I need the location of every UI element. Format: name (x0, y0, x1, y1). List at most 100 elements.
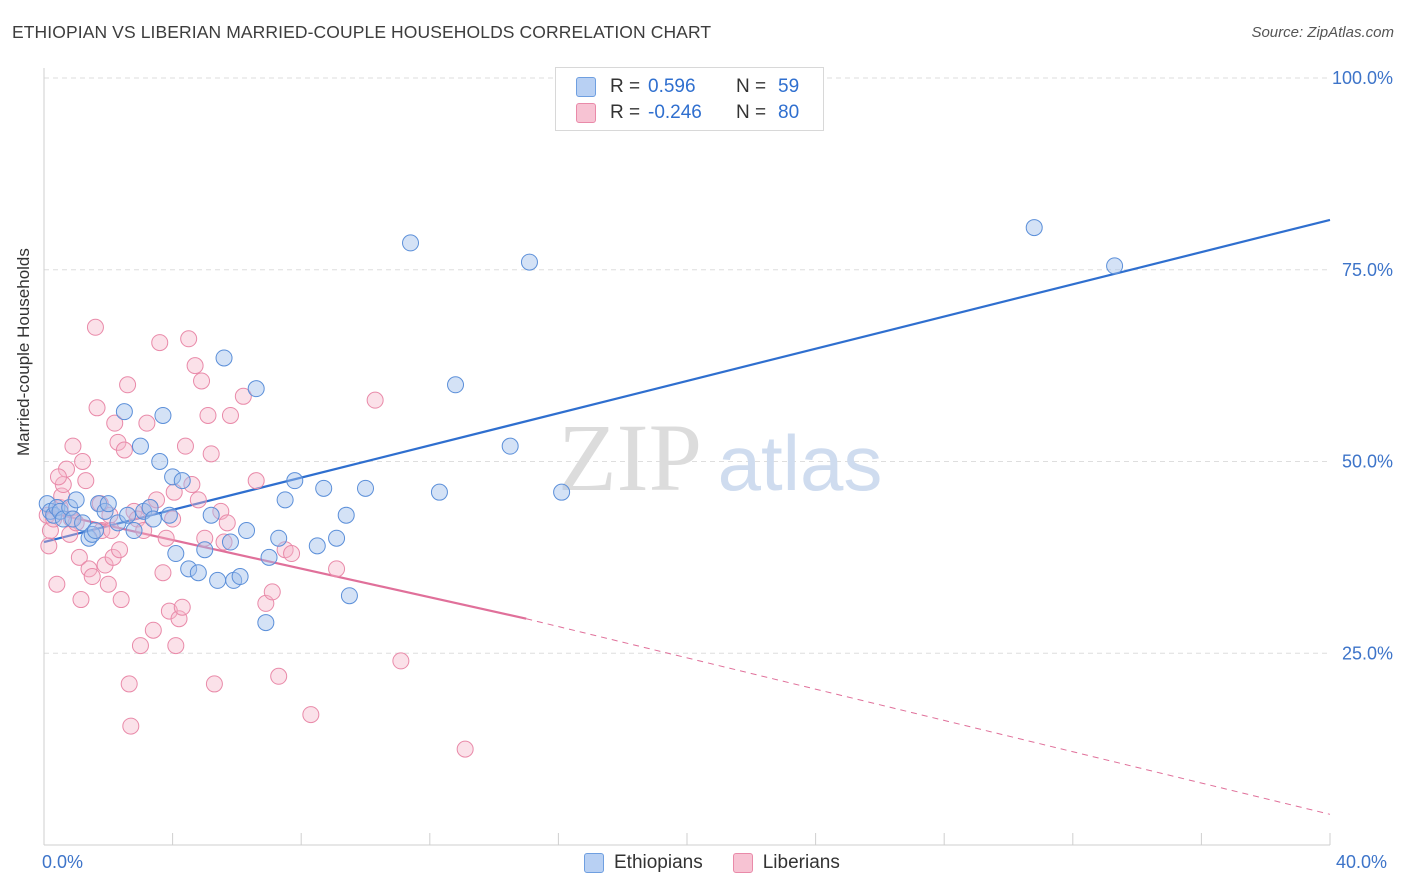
point-liberians (186, 357, 204, 375)
x-tick-max: 40.0% (1336, 852, 1388, 872)
point-ethiopians (221, 533, 239, 551)
legend-n-value: 59 (778, 76, 800, 97)
point-ethiopians (553, 483, 571, 501)
point-ethiopians (276, 491, 294, 509)
point-liberians (135, 522, 153, 540)
watermark-zip: ZIP (558, 404, 702, 511)
point-ethiopians (99, 495, 117, 513)
bottom-legend-liberians: Liberians (732, 852, 840, 874)
point-ethiopians (125, 522, 143, 540)
point-ethiopians (167, 545, 185, 563)
point-liberians (263, 583, 281, 601)
legend-row-ethiopians: R = 0.596 N = 59 (576, 74, 799, 100)
point-liberians (86, 318, 104, 336)
trend-line-liberians-extension (526, 618, 1331, 815)
point-liberians (93, 522, 111, 540)
point-ethiopians (430, 483, 448, 501)
point-liberians (183, 476, 201, 494)
bottom-legend: Ethiopians Liberians (584, 852, 870, 874)
point-ethiopians (260, 548, 278, 566)
point-liberians (456, 740, 474, 758)
point-liberians (120, 675, 138, 693)
bottom-legend-swatch-pink (732, 853, 753, 873)
legend-r-label: R = (610, 102, 641, 123)
bottom-legend-swatch-blue (584, 853, 604, 873)
point-liberians (151, 334, 169, 352)
point-ethiopians (308, 537, 326, 555)
point-ethiopians (286, 472, 304, 490)
point-liberians (270, 667, 288, 685)
legend-row-liberians: R = -0.246 N = 80 (576, 100, 799, 126)
point-liberians (77, 472, 95, 490)
y-tick-label: 100.0% (1332, 68, 1393, 88)
point-ethiopians (402, 234, 420, 252)
point-liberians (112, 591, 130, 609)
point-ethiopians (340, 587, 358, 605)
point-liberians (115, 441, 133, 459)
point-liberians (49, 468, 67, 486)
point-ethiopians (115, 403, 133, 421)
point-liberians (193, 372, 211, 390)
point-liberians (138, 414, 156, 432)
axes (43, 68, 1331, 846)
point-ethiopians (447, 376, 465, 394)
point-ethiopians (270, 529, 288, 547)
point-liberians (40, 537, 58, 555)
point-liberians (176, 437, 194, 455)
point-ethiopians (202, 506, 220, 524)
point-ethiopians (64, 510, 82, 528)
point-liberians (88, 399, 106, 417)
point-liberians (302, 706, 320, 724)
point-liberians (167, 637, 185, 655)
point-ethiopians (189, 564, 207, 582)
legend-r-value: 0.596 (648, 76, 696, 97)
point-liberians (64, 437, 82, 455)
legend-n-label: N = (736, 76, 767, 97)
point-liberians (99, 575, 117, 593)
point-liberians (215, 533, 233, 551)
point-liberians (111, 541, 129, 559)
point-liberians (131, 637, 149, 655)
point-ethiopians (131, 437, 149, 455)
y-tick-label: 25.0% (1342, 643, 1393, 663)
legend-r-value: -0.246 (648, 102, 702, 123)
point-liberians (165, 483, 183, 501)
point-liberians (202, 445, 220, 463)
point-ethiopians (257, 614, 275, 632)
point-liberians (122, 717, 140, 735)
point-ethiopians (328, 529, 346, 547)
y-tick-label: 75.0% (1342, 260, 1393, 280)
point-ethiopians (196, 541, 214, 559)
trend-lines (43, 218, 1331, 815)
watermark: ZIP atlas (558, 404, 882, 511)
point-liberians (70, 548, 88, 566)
point-liberians (180, 330, 198, 348)
point-ethiopians (86, 522, 104, 540)
point-ethiopians (247, 380, 265, 398)
legend: R = 0.596 N = 59 R = -0.246 N = 80 (555, 67, 824, 131)
point-ethiopians (501, 437, 519, 455)
point-liberians (154, 564, 172, 582)
point-ethiopians (1025, 219, 1043, 237)
point-liberians (218, 514, 236, 532)
x-tick-min: 0.0% (42, 852, 84, 872)
point-liberians (48, 575, 66, 593)
legend-r-label: R = (610, 76, 641, 97)
bottom-legend-label: Ethiopians (614, 852, 703, 873)
point-liberians (144, 621, 162, 639)
legend-n-label: N = (736, 102, 767, 123)
point-ethiopians (337, 506, 355, 524)
point-liberians (157, 529, 175, 547)
point-ethiopians (74, 514, 92, 532)
point-ethiopians (160, 506, 178, 524)
point-ethiopians (520, 253, 538, 271)
point-ethiopians (154, 406, 172, 424)
bottom-legend-ethiopians: Ethiopians (584, 852, 703, 874)
point-liberians (83, 568, 101, 586)
point-ethiopians (173, 472, 191, 490)
point-ethiopians (209, 571, 227, 589)
y-tick-labels: 25.0% 50.0% 75.0% 100.0% (1332, 68, 1393, 663)
point-ethiopians (357, 479, 374, 497)
point-ethiopians (151, 453, 169, 470)
